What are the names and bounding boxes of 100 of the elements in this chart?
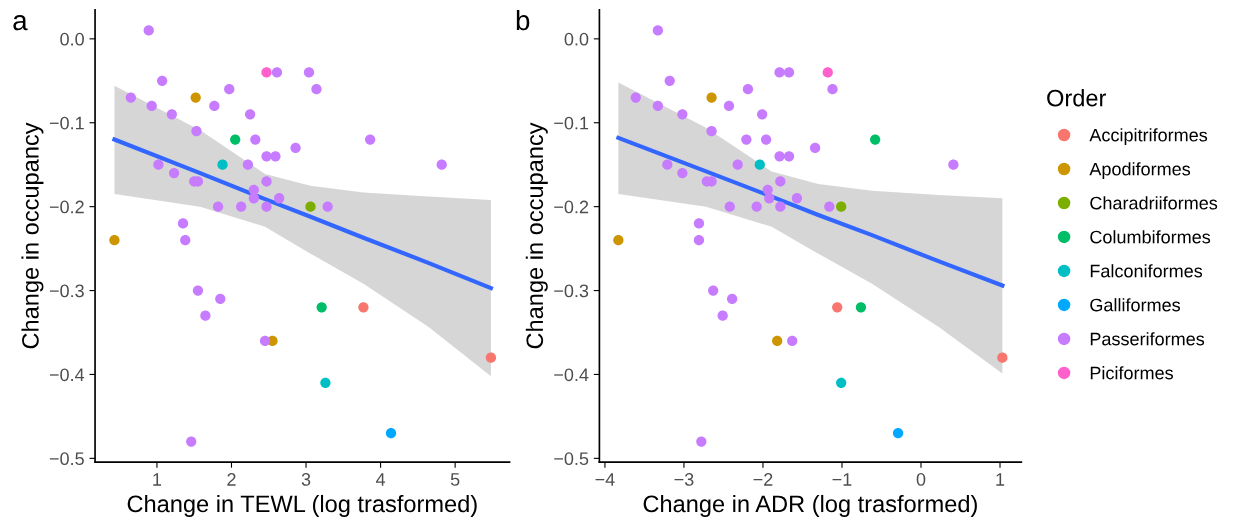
point	[261, 201, 272, 212]
point	[143, 25, 154, 36]
point	[177, 218, 189, 229]
x-tick-label: 4	[375, 473, 386, 486]
x-tick-label: 2	[227, 473, 236, 486]
point	[244, 109, 256, 120]
x-tick-label: −2	[753, 473, 773, 486]
point	[109, 235, 120, 246]
point	[727, 293, 738, 305]
y-tick-label: 0.0	[564, 32, 589, 46]
point	[783, 67, 795, 78]
point	[836, 377, 847, 388]
point	[775, 176, 786, 187]
x-axis-title: Change in TEWL (log trasformed)	[127, 494, 477, 517]
point	[200, 310, 211, 321]
point	[192, 285, 204, 296]
point	[153, 159, 164, 170]
point	[311, 84, 322, 95]
point	[664, 75, 675, 86]
point	[322, 201, 333, 212]
point	[708, 285, 719, 296]
point	[217, 159, 228, 170]
x-tick-label: 1	[996, 473, 1005, 486]
y-axis-title: Change in occupancy	[21, 122, 44, 349]
point	[706, 125, 717, 137]
point	[827, 84, 838, 95]
point	[652, 100, 664, 112]
chart-title: a	[13, 15, 28, 31]
point	[760, 134, 772, 145]
point	[259, 335, 271, 347]
chart-title: b	[516, 9, 530, 31]
point	[180, 235, 191, 246]
point	[186, 436, 197, 447]
point	[224, 84, 235, 95]
point	[125, 92, 136, 103]
point	[230, 134, 241, 145]
x-axis-title: Change in ADR (log trasformed)	[643, 494, 977, 517]
legend-label: Passeriformes	[1090, 332, 1205, 346]
y-tick-label: −0.1	[49, 116, 84, 130]
legend-label: Falconiformes	[1090, 264, 1203, 278]
point	[732, 159, 743, 170]
point	[717, 310, 728, 321]
point	[191, 125, 202, 137]
point	[693, 235, 705, 246]
y-tick-label: −0.2	[49, 200, 84, 214]
point	[948, 159, 959, 170]
point	[146, 100, 157, 112]
point	[168, 167, 180, 179]
point	[870, 134, 881, 145]
point	[485, 352, 497, 363]
point	[271, 67, 283, 78]
legend-title: Order	[1047, 89, 1106, 107]
point	[723, 100, 735, 112]
point	[791, 193, 803, 204]
point	[212, 201, 224, 212]
point	[764, 193, 775, 204]
line-series	[616, 135, 1005, 288]
point	[652, 25, 664, 36]
point	[677, 109, 688, 120]
point	[822, 67, 833, 78]
y-tick-label: −0.3	[554, 284, 589, 298]
y-tick-label: −0.1	[554, 116, 589, 130]
y-axis-title: Change in occupancy	[525, 122, 548, 349]
x-tick-label: 3	[301, 473, 311, 486]
point	[757, 109, 768, 120]
point	[724, 201, 735, 212]
legend-label: Accipitriformes	[1089, 128, 1208, 146]
point	[248, 193, 259, 204]
x-tick-label: −4	[595, 473, 615, 486]
legend-label: Piciformes	[1090, 366, 1173, 380]
point	[696, 436, 707, 447]
legend-label: Charadriiformes	[1090, 196, 1218, 210]
point	[855, 302, 867, 313]
point	[783, 151, 795, 162]
y-tick-label: 0.0	[60, 32, 84, 46]
line-series	[112, 137, 494, 291]
point	[305, 201, 316, 212]
point	[261, 151, 272, 162]
point	[365, 134, 376, 145]
point	[742, 84, 754, 95]
point	[166, 109, 177, 120]
point	[809, 142, 821, 154]
point	[209, 100, 220, 112]
point	[436, 159, 447, 170]
point	[775, 201, 786, 212]
y-tick-label: −0.5	[49, 452, 84, 466]
point	[787, 335, 798, 347]
point	[290, 142, 301, 154]
point	[774, 67, 785, 78]
point	[242, 159, 254, 170]
point	[303, 67, 315, 78]
point	[824, 201, 835, 212]
point	[892, 428, 904, 439]
point	[261, 67, 272, 78]
y-tick-label: −0.5	[554, 452, 589, 466]
legend-label: Columbiformes	[1090, 230, 1211, 244]
point	[274, 193, 285, 204]
point	[358, 302, 369, 313]
point	[270, 151, 281, 162]
point	[706, 92, 717, 103]
